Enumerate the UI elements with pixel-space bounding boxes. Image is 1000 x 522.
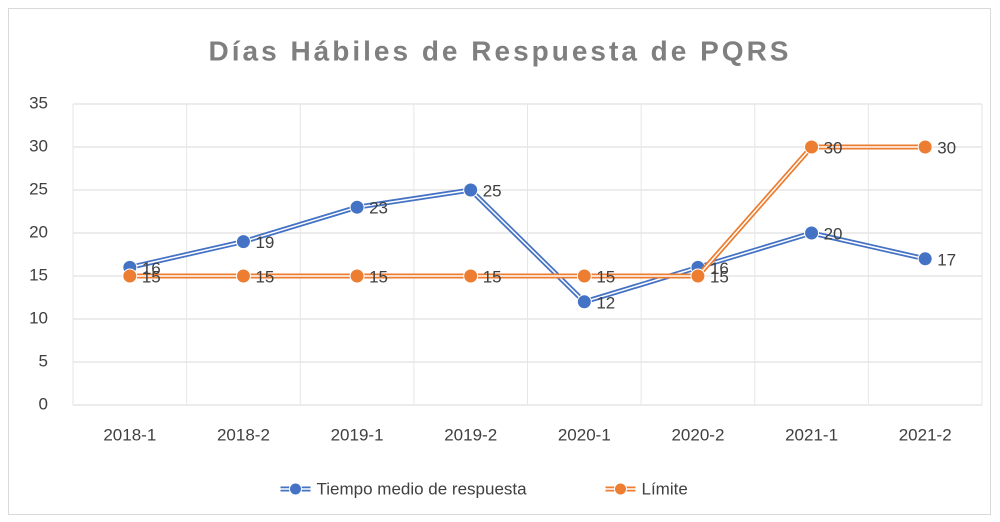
data-label: 15	[369, 267, 388, 286]
data-label: 30	[824, 138, 843, 157]
data-label: 20	[824, 224, 843, 243]
marker	[349, 199, 365, 215]
data-label: 25	[483, 181, 502, 200]
marker	[463, 182, 479, 198]
y-tick-label: 30	[29, 136, 48, 155]
legend-label: Límite	[642, 479, 688, 498]
y-tick-label: 10	[29, 308, 48, 327]
marker	[235, 268, 251, 284]
marker	[463, 268, 479, 284]
data-label: 16	[710, 259, 729, 278]
marker	[576, 294, 592, 310]
y-tick-label: 0	[39, 394, 48, 413]
series-line-inner	[129, 146, 926, 277]
x-tick-label: 2020-1	[558, 425, 611, 444]
marker	[917, 139, 933, 155]
legend-marker	[289, 482, 302, 496]
x-tick-label: 2021-2	[899, 425, 952, 444]
marker	[122, 268, 138, 284]
data-label: 16	[142, 259, 161, 278]
x-tick-label: 2019-1	[331, 425, 384, 444]
x-tick-label: 2018-1	[103, 425, 156, 444]
x-tick-label: 2019-2	[444, 425, 497, 444]
data-label: 15	[710, 267, 729, 286]
marker	[690, 268, 706, 284]
data-label: 15	[483, 267, 502, 286]
x-tick-label: 2021-1	[785, 425, 838, 444]
marker	[235, 234, 251, 250]
series-line-inner	[129, 189, 926, 303]
data-label: 19	[255, 233, 274, 252]
data-label: 15	[142, 267, 161, 286]
x-tick-label: 2020-2	[671, 425, 724, 444]
legend-marker	[614, 482, 627, 496]
marker	[917, 251, 933, 267]
y-tick-label: 20	[29, 222, 48, 241]
data-label: 12	[596, 293, 615, 312]
data-label: 17	[937, 250, 956, 269]
marker	[804, 139, 820, 155]
data-label: 30	[937, 138, 956, 157]
y-tick-label: 25	[29, 179, 48, 198]
data-label: 23	[369, 199, 388, 218]
data-label: 15	[596, 267, 615, 286]
chart-title: Días Hábiles de Respuesta de PQRS	[209, 35, 792, 66]
marker	[576, 268, 592, 284]
marker	[804, 225, 820, 241]
legend-label: Tiempo medio de respuesta	[317, 479, 528, 498]
x-tick-label: 2018-2	[217, 425, 270, 444]
data-label: 15	[255, 267, 274, 286]
y-tick-label: 5	[39, 351, 48, 370]
chart-border	[8, 8, 991, 515]
marker	[349, 268, 365, 284]
y-tick-label: 35	[29, 93, 48, 112]
y-tick-label: 15	[29, 265, 48, 284]
